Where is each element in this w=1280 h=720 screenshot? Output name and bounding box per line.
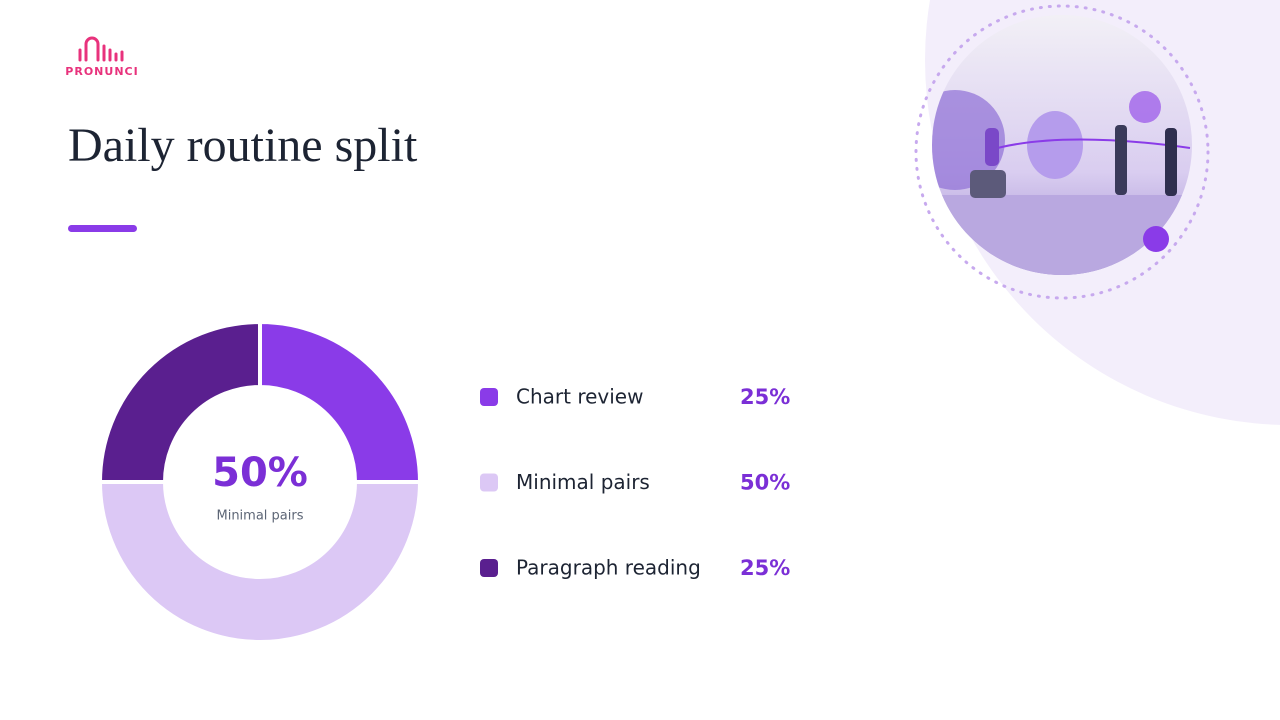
legend-swatch [480, 473, 498, 492]
legend-label: Chart review [516, 385, 643, 409]
legend-value: 25% [740, 385, 790, 409]
accent-dot [1143, 226, 1169, 252]
legend-value: 25% [740, 556, 790, 580]
legend-swatch [480, 388, 498, 406]
center-label: Minimal pairs [216, 509, 303, 524]
donut-segment [97, 319, 262, 484]
illustration [932, 15, 1192, 275]
logo: PRONUNCI [65, 36, 138, 78]
legend-label: Minimal pairs [516, 470, 650, 494]
donut [97, 319, 423, 644]
logo-text: PRONUNCI [65, 65, 138, 78]
legend-label: Paragraph reading [516, 556, 701, 580]
legend: Chart review 25% Minimal pairs 50% Paragraph… [480, 385, 790, 580]
chart-title: Daily routine split [68, 119, 418, 172]
legend-swatch [480, 559, 498, 577]
center-value: 50% [212, 450, 308, 496]
donut-segment [97, 480, 423, 644]
donut-segment [258, 319, 423, 484]
dotted-ring [914, 4, 1210, 300]
legend-value: 50% [740, 471, 790, 495]
title-underline [68, 225, 137, 232]
